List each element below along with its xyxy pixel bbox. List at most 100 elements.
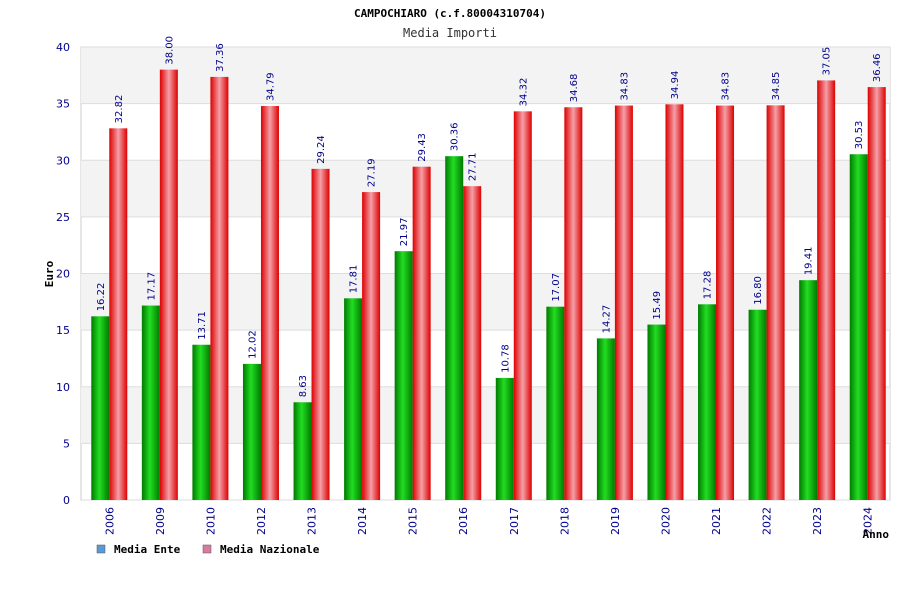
value-label-media-ente: 14.27 <box>601 305 612 334</box>
bar-media-nazionale <box>867 87 886 500</box>
x-axis-label: Anno <box>863 528 890 541</box>
x-tick-label: 2018 <box>558 507 571 535</box>
bar-media-nazionale <box>463 186 482 500</box>
bar-media-nazionale <box>564 107 583 501</box>
x-tick-label: 2013 <box>306 507 319 535</box>
bar-media-ente <box>141 305 160 500</box>
bars <box>91 69 886 501</box>
bar-media-ente <box>344 298 363 500</box>
y-tick-label: 35 <box>56 98 70 111</box>
x-tick-label: 2009 <box>154 507 167 535</box>
value-label-media-nazionale: 36.46 <box>872 53 883 82</box>
x-tick-label: 2022 <box>761 507 774 535</box>
y-tick-label: 40 <box>56 41 70 54</box>
value-label-media-nazionale: 29.43 <box>417 133 428 162</box>
y-tick-labels: 0 5 10 15 20 25 30 35 40 <box>56 41 70 507</box>
value-label-media-nazionale: 34.83 <box>721 72 732 101</box>
x-tick-label: 2020 <box>659 507 672 535</box>
value-label-media-ente: 19.41 <box>804 247 815 276</box>
value-label-media-nazionale: 34.79 <box>265 72 276 101</box>
legend: Media Ente Media Nazionale <box>96 543 320 556</box>
legend-swatch-media-ente <box>96 544 106 554</box>
bar-media-ente <box>91 316 110 500</box>
x-tick-label: 2015 <box>407 507 420 535</box>
value-label-media-nazionale: 32.82 <box>114 95 125 124</box>
value-label-media-ente: 13.71 <box>197 311 208 340</box>
bar-media-nazionale <box>109 128 128 500</box>
y-tick-label: 15 <box>56 324 70 337</box>
chart-subtitle: Media Importi <box>403 26 497 40</box>
value-label-media-nazionale: 37.36 <box>215 43 226 72</box>
value-label-media-ente: 8.63 <box>298 375 309 397</box>
bar-media-nazionale <box>311 168 330 500</box>
y-tick-label: 30 <box>56 154 70 167</box>
bar-media-nazionale <box>210 76 229 500</box>
bar-media-ente <box>242 363 261 500</box>
bar-media-nazionale <box>716 105 735 501</box>
value-label-media-nazionale: 27.71 <box>468 153 479 182</box>
bar-media-ente <box>495 377 514 500</box>
bar-media-ente <box>596 338 615 500</box>
bar-media-nazionale <box>614 105 633 501</box>
chart-title: CAMPOCHIARO (c.f.80004310704) <box>354 7 546 20</box>
value-label-media-ente: 17.07 <box>551 273 562 302</box>
x-tick-label: 2023 <box>811 507 824 535</box>
value-label-media-ente: 17.28 <box>703 271 714 300</box>
bar-media-nazionale <box>260 106 279 501</box>
y-tick-label: 20 <box>56 268 70 281</box>
x-tick-label: 2012 <box>255 507 268 535</box>
bar-media-ente <box>647 324 666 500</box>
x-tick-labels: 2006 2009 2010 2012 2013 2014 2015 2016 2017 2018… <box>103 507 874 535</box>
value-label-media-nazionale: 37.05 <box>822 47 833 76</box>
y-axis-label: Euro <box>43 260 56 287</box>
y-tick-label: 25 <box>56 211 70 224</box>
x-tick-label: 2016 <box>457 507 470 535</box>
value-label-media-ente: 10.78 <box>500 344 511 373</box>
value-label-media-nazionale: 34.94 <box>670 71 681 100</box>
bar-media-nazionale <box>766 105 785 500</box>
y-tick-label: 10 <box>56 381 70 394</box>
bar-media-ente <box>192 344 211 500</box>
value-label-media-nazionale: 29.24 <box>316 135 327 164</box>
value-label-media-ente: 17.17 <box>146 272 157 301</box>
bar-media-ente <box>698 304 717 500</box>
bar-media-nazionale <box>513 111 532 501</box>
bar-media-nazionale <box>665 104 684 500</box>
bar-media-nazionale <box>362 192 381 501</box>
value-label-media-nazionale: 34.68 <box>569 74 580 103</box>
bar-media-ente <box>748 309 767 500</box>
value-label-media-ente: 17.81 <box>349 265 360 294</box>
legend-swatch-media-nazionale <box>202 544 212 554</box>
bar-media-ente <box>849 154 868 501</box>
value-label-media-ente: 30.36 <box>450 123 461 152</box>
y-tick-label: 5 <box>63 437 70 450</box>
value-label-media-nazionale: 34.83 <box>619 72 630 101</box>
bar-media-nazionale <box>159 69 178 501</box>
legend-label-media-nazionale: Media Nazionale <box>220 543 320 556</box>
value-label-media-nazionale: 34.32 <box>518 78 529 107</box>
x-tick-label: 2024 <box>862 507 875 535</box>
x-tick-label: 2019 <box>609 507 622 535</box>
bar-media-ente <box>546 306 565 500</box>
x-tick-label: 2014 <box>356 507 369 535</box>
legend-label-media-ente: Media Ente <box>114 543 181 556</box>
value-labels: 16.22 32.82 17.17 38.00 13.71 37.36 12.02 34.79… <box>96 36 883 397</box>
value-label-media-ente: 21.97 <box>399 218 410 247</box>
value-label-media-nazionale: 38.00 <box>164 36 175 65</box>
value-label-media-nazionale: 27.19 <box>367 158 378 187</box>
bar-media-ente <box>445 156 464 500</box>
value-label-media-ente: 12.02 <box>247 330 258 359</box>
value-label-media-nazionale: 34.85 <box>771 72 782 101</box>
x-tick-label: 2017 <box>508 507 521 535</box>
value-label-media-ente: 15.49 <box>652 291 663 320</box>
bar-media-ente <box>293 402 312 500</box>
value-label-media-ente: 16.22 <box>96 283 107 312</box>
y-tick-label: 0 <box>63 494 70 507</box>
bar-media-ente <box>394 251 413 500</box>
value-label-media-ente: 16.80 <box>753 276 764 305</box>
bar-media-nazionale <box>817 80 836 500</box>
bar-media-nazionale <box>412 166 431 500</box>
bar-media-ente <box>799 280 818 500</box>
x-tick-label: 2006 <box>103 507 116 535</box>
